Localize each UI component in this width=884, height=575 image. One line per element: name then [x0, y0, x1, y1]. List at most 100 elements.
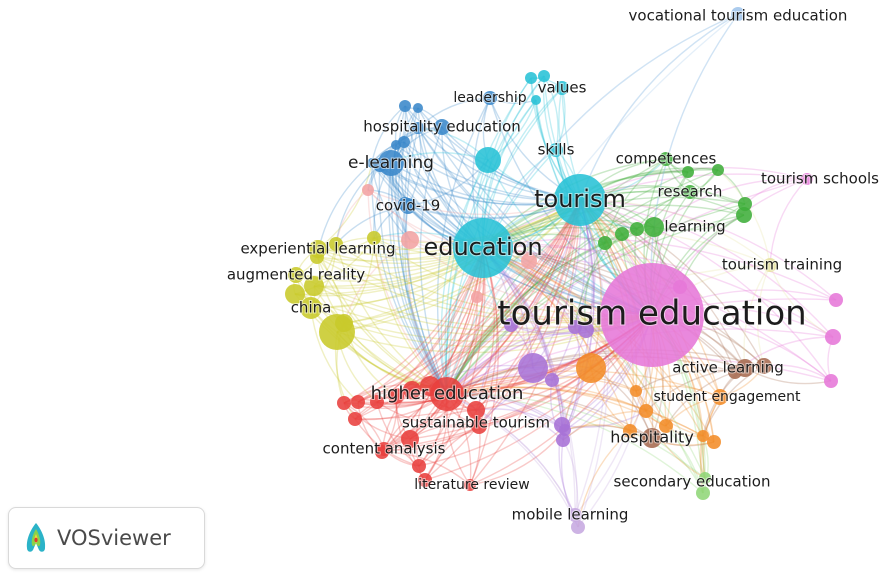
network-node[interactable]: [538, 70, 550, 82]
network-node[interactable]: [697, 430, 709, 442]
network-node[interactable]: [351, 395, 365, 409]
network-node[interactable]: [475, 147, 501, 173]
network-node[interactable]: [388, 388, 404, 404]
network-edge: [469, 199, 581, 486]
node-augmented-reality[interactable]: [288, 267, 304, 283]
network-node[interactable]: [518, 353, 548, 383]
network-node[interactable]: [467, 401, 485, 419]
node-hospitality-education[interactable]: [434, 119, 450, 135]
node-tourism-schools[interactable]: [801, 173, 813, 185]
network-node[interactable]: [367, 158, 377, 168]
network-edge: [381, 409, 477, 453]
network-edge: [446, 326, 576, 395]
network-node[interactable]: [623, 424, 637, 438]
network-node[interactable]: [471, 418, 487, 434]
network-node[interactable]: [412, 122, 424, 134]
network-node[interactable]: [391, 140, 401, 150]
node-mobile-learning[interactable]: [568, 508, 582, 522]
network-edge: [579, 199, 837, 301]
network-node[interactable]: [736, 207, 752, 223]
network-node[interactable]: [304, 276, 324, 296]
network-node[interactable]: [615, 227, 629, 241]
network-node[interactable]: [630, 222, 644, 236]
node-secondary-education[interactable]: [696, 486, 710, 500]
network-node[interactable]: [682, 166, 694, 178]
network-node[interactable]: [578, 322, 594, 338]
label-augmented-reality: augmented reality: [227, 266, 365, 284]
node-hospitality[interactable]: [642, 428, 662, 448]
node-tourism[interactable]: [554, 174, 606, 226]
network-node[interactable]: [712, 164, 724, 176]
network-edge: [371, 162, 581, 206]
network-node[interactable]: [639, 404, 653, 418]
node-leadership[interactable]: [483, 91, 497, 105]
network-node[interactable]: [335, 314, 353, 332]
network-node[interactable]: [471, 291, 483, 303]
network-node[interactable]: [337, 396, 351, 410]
network-edge: [478, 379, 553, 427]
network-node[interactable]: [545, 373, 559, 387]
network-edge: [404, 107, 448, 395]
node-research[interactable]: [683, 185, 697, 199]
network-node[interactable]: [398, 197, 412, 211]
network-node[interactable]: [310, 250, 324, 264]
node-values[interactable]: [555, 81, 569, 95]
network-node[interactable]: [375, 445, 389, 459]
network-node[interactable]: [556, 433, 570, 447]
node-tourism-training[interactable]: [763, 258, 777, 272]
network-edge: [769, 178, 808, 266]
network-node[interactable]: [699, 472, 711, 484]
network-node[interactable]: [399, 100, 411, 112]
network-node[interactable]: [418, 473, 432, 487]
network-node[interactable]: [598, 236, 612, 250]
network-node[interactable]: [420, 376, 440, 396]
network-edge: [717, 169, 771, 266]
network-node[interactable]: [401, 430, 419, 448]
network-node[interactable]: [412, 459, 426, 473]
network-node[interactable]: [362, 184, 374, 196]
network-edge: [446, 393, 576, 516]
node-education[interactable]: [453, 218, 513, 278]
network-edge: [446, 349, 765, 395]
network-node[interactable]: [707, 435, 721, 449]
network-node[interactable]: [630, 385, 642, 397]
node-student-engagement[interactable]: [712, 389, 728, 405]
node-literature-review[interactable]: [464, 479, 476, 491]
network-node[interactable]: [401, 231, 419, 249]
network-node[interactable]: [756, 358, 772, 374]
network-node[interactable]: [370, 395, 384, 409]
network-node[interactable]: [829, 293, 843, 307]
network-edge: [579, 13, 739, 201]
network-node[interactable]: [504, 318, 518, 332]
network-edge: [294, 199, 581, 295]
network-node[interactable]: [728, 365, 742, 379]
network-node[interactable]: [738, 197, 752, 211]
network-node[interactable]: [413, 103, 423, 113]
network-node[interactable]: [367, 231, 381, 245]
network-node[interactable]: [673, 280, 687, 294]
node-vocational-tourism-education[interactable]: [731, 7, 745, 21]
network-node[interactable]: [659, 419, 673, 433]
node-competences[interactable]: [659, 152, 673, 166]
network-node[interactable]: [825, 329, 841, 345]
network-node[interactable]: [285, 284, 305, 304]
network-edge: [343, 239, 411, 324]
network-edge: [579, 199, 832, 382]
network-node[interactable]: [403, 381, 421, 399]
node-skills[interactable]: [549, 143, 563, 157]
network-node[interactable]: [559, 424, 571, 436]
network-node[interactable]: [521, 253, 537, 269]
network-node[interactable]: [568, 320, 582, 334]
network-node[interactable]: [531, 95, 541, 105]
network-node[interactable]: [329, 237, 343, 251]
label-e-learning: e-learning: [348, 153, 434, 173]
node-learning[interactable]: [644, 217, 664, 237]
network-edge: [653, 178, 808, 228]
network-node[interactable]: [348, 412, 362, 426]
network-node[interactable]: [525, 72, 537, 84]
node-china[interactable]: [300, 297, 322, 319]
network-node[interactable]: [576, 353, 606, 383]
network-node[interactable]: [571, 520, 585, 534]
network-node[interactable]: [824, 374, 838, 388]
